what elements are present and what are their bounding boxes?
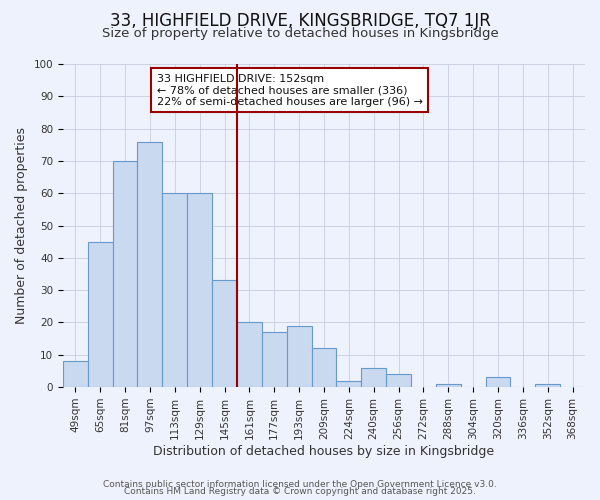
Text: Contains HM Land Registry data © Crown copyright and database right 2025.: Contains HM Land Registry data © Crown c… [124,487,476,496]
Bar [337,380,361,387]
Text: 33, HIGHFIELD DRIVE, KINGSBRIDGE, TQ7 1JR: 33, HIGHFIELD DRIVE, KINGSBRIDGE, TQ7 1J… [110,12,490,30]
Bar [137,142,163,387]
Bar [287,326,311,387]
Bar [262,332,287,387]
Bar [212,280,237,387]
Bar [88,242,113,387]
Text: Contains public sector information licensed under the Open Government Licence v3: Contains public sector information licen… [103,480,497,489]
Bar [386,374,411,387]
Bar [187,193,212,387]
Text: Size of property relative to detached houses in Kingsbridge: Size of property relative to detached ho… [101,28,499,40]
Bar [237,322,262,387]
Text: 33 HIGHFIELD DRIVE: 152sqm
← 78% of detached houses are smaller (336)
22% of sem: 33 HIGHFIELD DRIVE: 152sqm ← 78% of deta… [157,74,423,107]
X-axis label: Distribution of detached houses by size in Kingsbridge: Distribution of detached houses by size … [154,444,494,458]
Bar [361,368,386,387]
Bar [485,378,511,387]
Bar [63,361,88,387]
Bar [113,161,137,387]
Bar [436,384,461,387]
Bar [163,193,187,387]
Bar [535,384,560,387]
Bar [311,348,337,387]
Y-axis label: Number of detached properties: Number of detached properties [15,127,28,324]
